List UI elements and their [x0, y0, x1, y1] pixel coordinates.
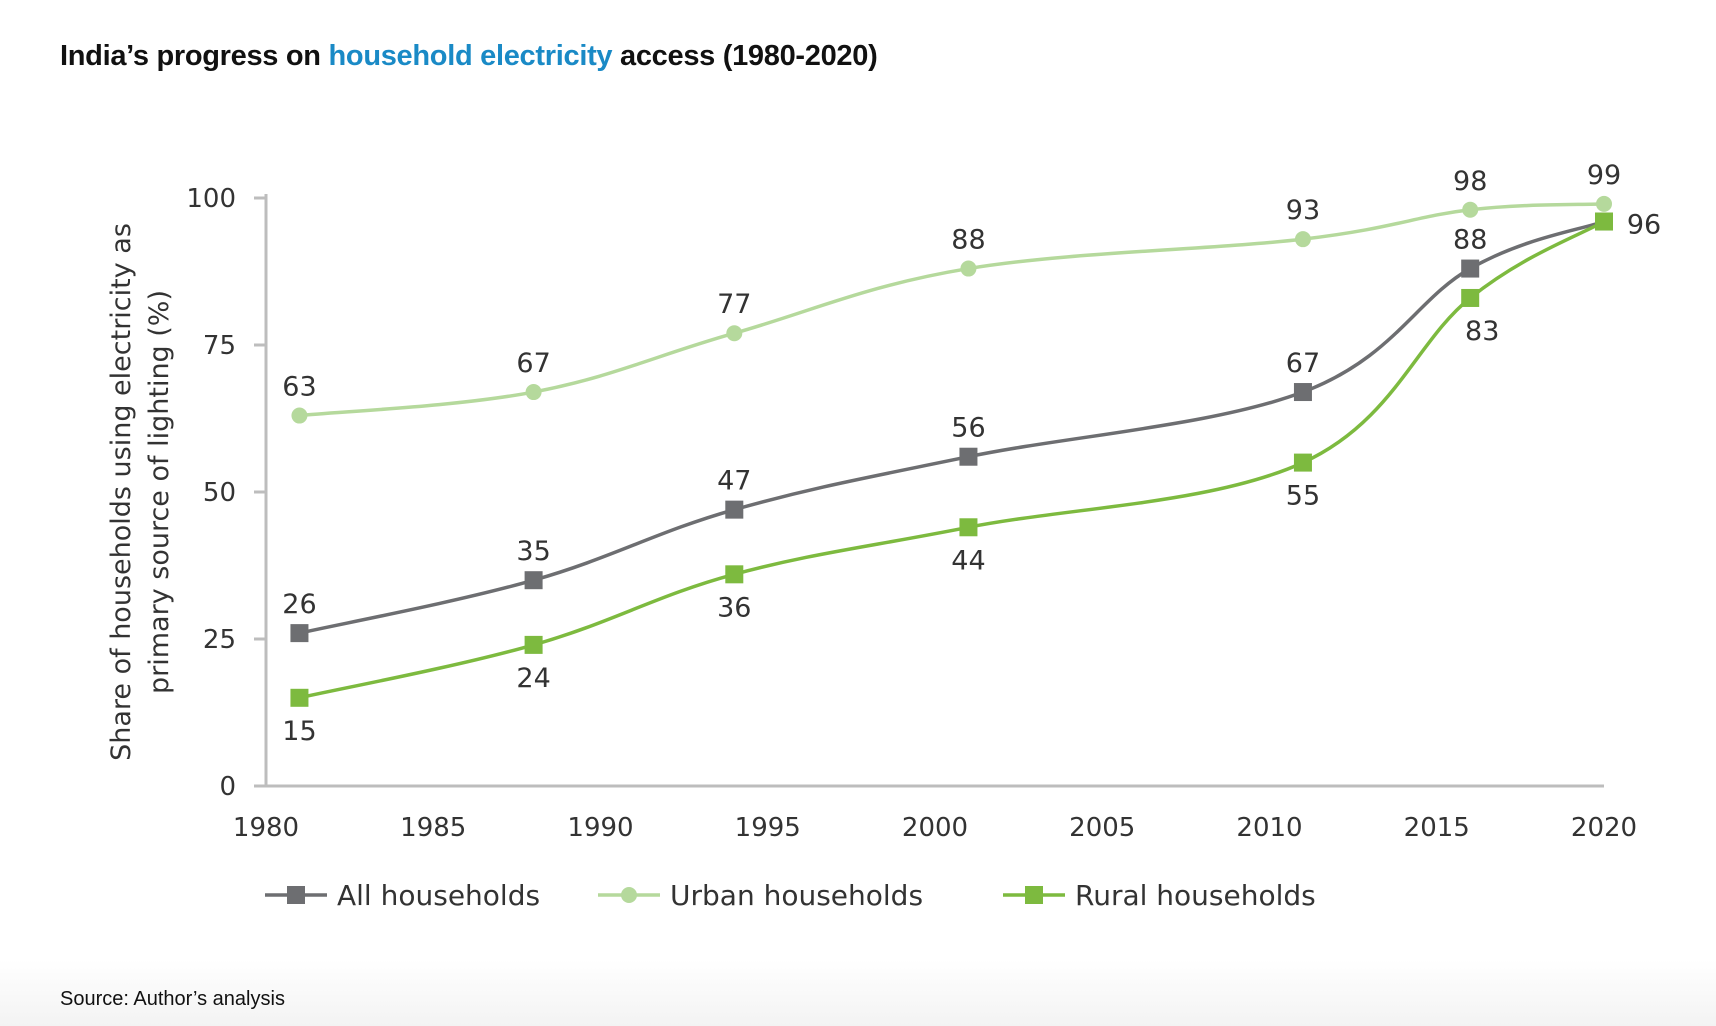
data-point — [524, 571, 543, 590]
legend-label: Rural households — [1075, 879, 1316, 912]
data-point — [726, 325, 743, 342]
data-label: 96 — [1627, 210, 1661, 241]
data-label: 93 — [1286, 195, 1320, 226]
data-label: 47 — [717, 466, 751, 497]
title-highlight: household electricity — [328, 40, 613, 72]
data-point — [1461, 259, 1480, 278]
x-tick-label: 2020 — [1571, 813, 1637, 843]
data-point — [525, 384, 542, 401]
x-tick-label: 1980 — [233, 813, 299, 843]
data-label: 67 — [1286, 348, 1320, 379]
data-label: 36 — [717, 592, 751, 623]
legend-marker-square — [287, 886, 305, 904]
footer-band — [0, 960, 1716, 1026]
data-label: 83 — [1465, 316, 1499, 347]
data-point — [725, 500, 744, 519]
legend-marker-square — [1025, 886, 1043, 904]
data-point — [959, 518, 978, 537]
data-label: 67 — [516, 348, 550, 379]
data-label: 88 — [951, 225, 985, 256]
data-point — [1462, 201, 1479, 218]
legend-label: All households — [337, 879, 540, 912]
y-tick-label: 50 — [203, 478, 236, 508]
data-point — [290, 688, 309, 707]
data-point — [1293, 453, 1312, 472]
data-label: 26 — [282, 589, 316, 620]
data-point — [725, 565, 744, 584]
data-label: 35 — [516, 536, 550, 567]
y-tick-label: 100 — [186, 184, 236, 214]
data-label: 99 — [1587, 160, 1621, 191]
x-tick-label: 1995 — [735, 813, 801, 843]
data-label: 98 — [1453, 166, 1487, 197]
data-point — [1595, 212, 1613, 231]
data-point — [291, 407, 308, 424]
data-label: 88 — [1453, 225, 1487, 256]
legend-marker-circle — [621, 887, 637, 903]
data-point — [1293, 383, 1312, 402]
data-point — [959, 447, 978, 466]
x-tick-label: 1990 — [567, 813, 633, 843]
x-tick-label: 2000 — [902, 813, 968, 843]
data-label: 77 — [717, 289, 751, 320]
y-tick-label: 0 — [219, 772, 236, 802]
y-axis-title: Share of households using electricity as — [106, 223, 137, 761]
legend-label: Urban households — [670, 879, 923, 912]
title-text-end: access (1980-2020) — [612, 40, 878, 72]
y-tick-label: 25 — [203, 625, 236, 655]
source-note: Source: Author’s analysis — [60, 988, 285, 1010]
data-label: 24 — [516, 663, 550, 694]
data-label: 15 — [282, 716, 316, 747]
data-label: 56 — [951, 413, 985, 444]
data-label: 63 — [282, 372, 316, 403]
data-point — [290, 624, 309, 643]
x-tick-label: 1985 — [400, 813, 466, 843]
data-point — [960, 260, 977, 277]
x-tick-label: 2005 — [1069, 813, 1135, 843]
title-text: India’s progress on — [60, 40, 329, 72]
data-point — [1461, 288, 1480, 307]
y-axis-title: primary source of lighting (%) — [144, 290, 175, 694]
chart-title: India’s progress on household electricit… — [60, 40, 878, 73]
data-label: 44 — [951, 545, 985, 576]
data-point — [1294, 231, 1311, 248]
data-label: 55 — [1286, 481, 1320, 512]
data-point — [1596, 195, 1612, 212]
x-tick-label: 2015 — [1404, 813, 1470, 843]
data-point — [524, 635, 543, 654]
y-tick-label: 75 — [203, 331, 236, 361]
x-tick-label: 2010 — [1236, 813, 1302, 843]
